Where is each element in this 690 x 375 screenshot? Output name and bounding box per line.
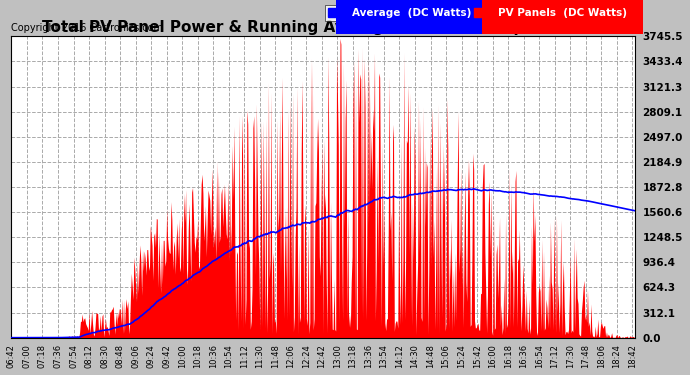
Legend: Average  (DC Watts), PV Panels  (DC Watts): Average (DC Watts), PV Panels (DC Watts) — [325, 6, 630, 21]
Title: Total PV Panel Power & Running Average Power Sat Sep 17 18:59: Total PV Panel Power & Running Average P… — [42, 20, 604, 35]
Text: Copyright 2016 Cartronics.com: Copyright 2016 Cartronics.com — [12, 23, 164, 33]
